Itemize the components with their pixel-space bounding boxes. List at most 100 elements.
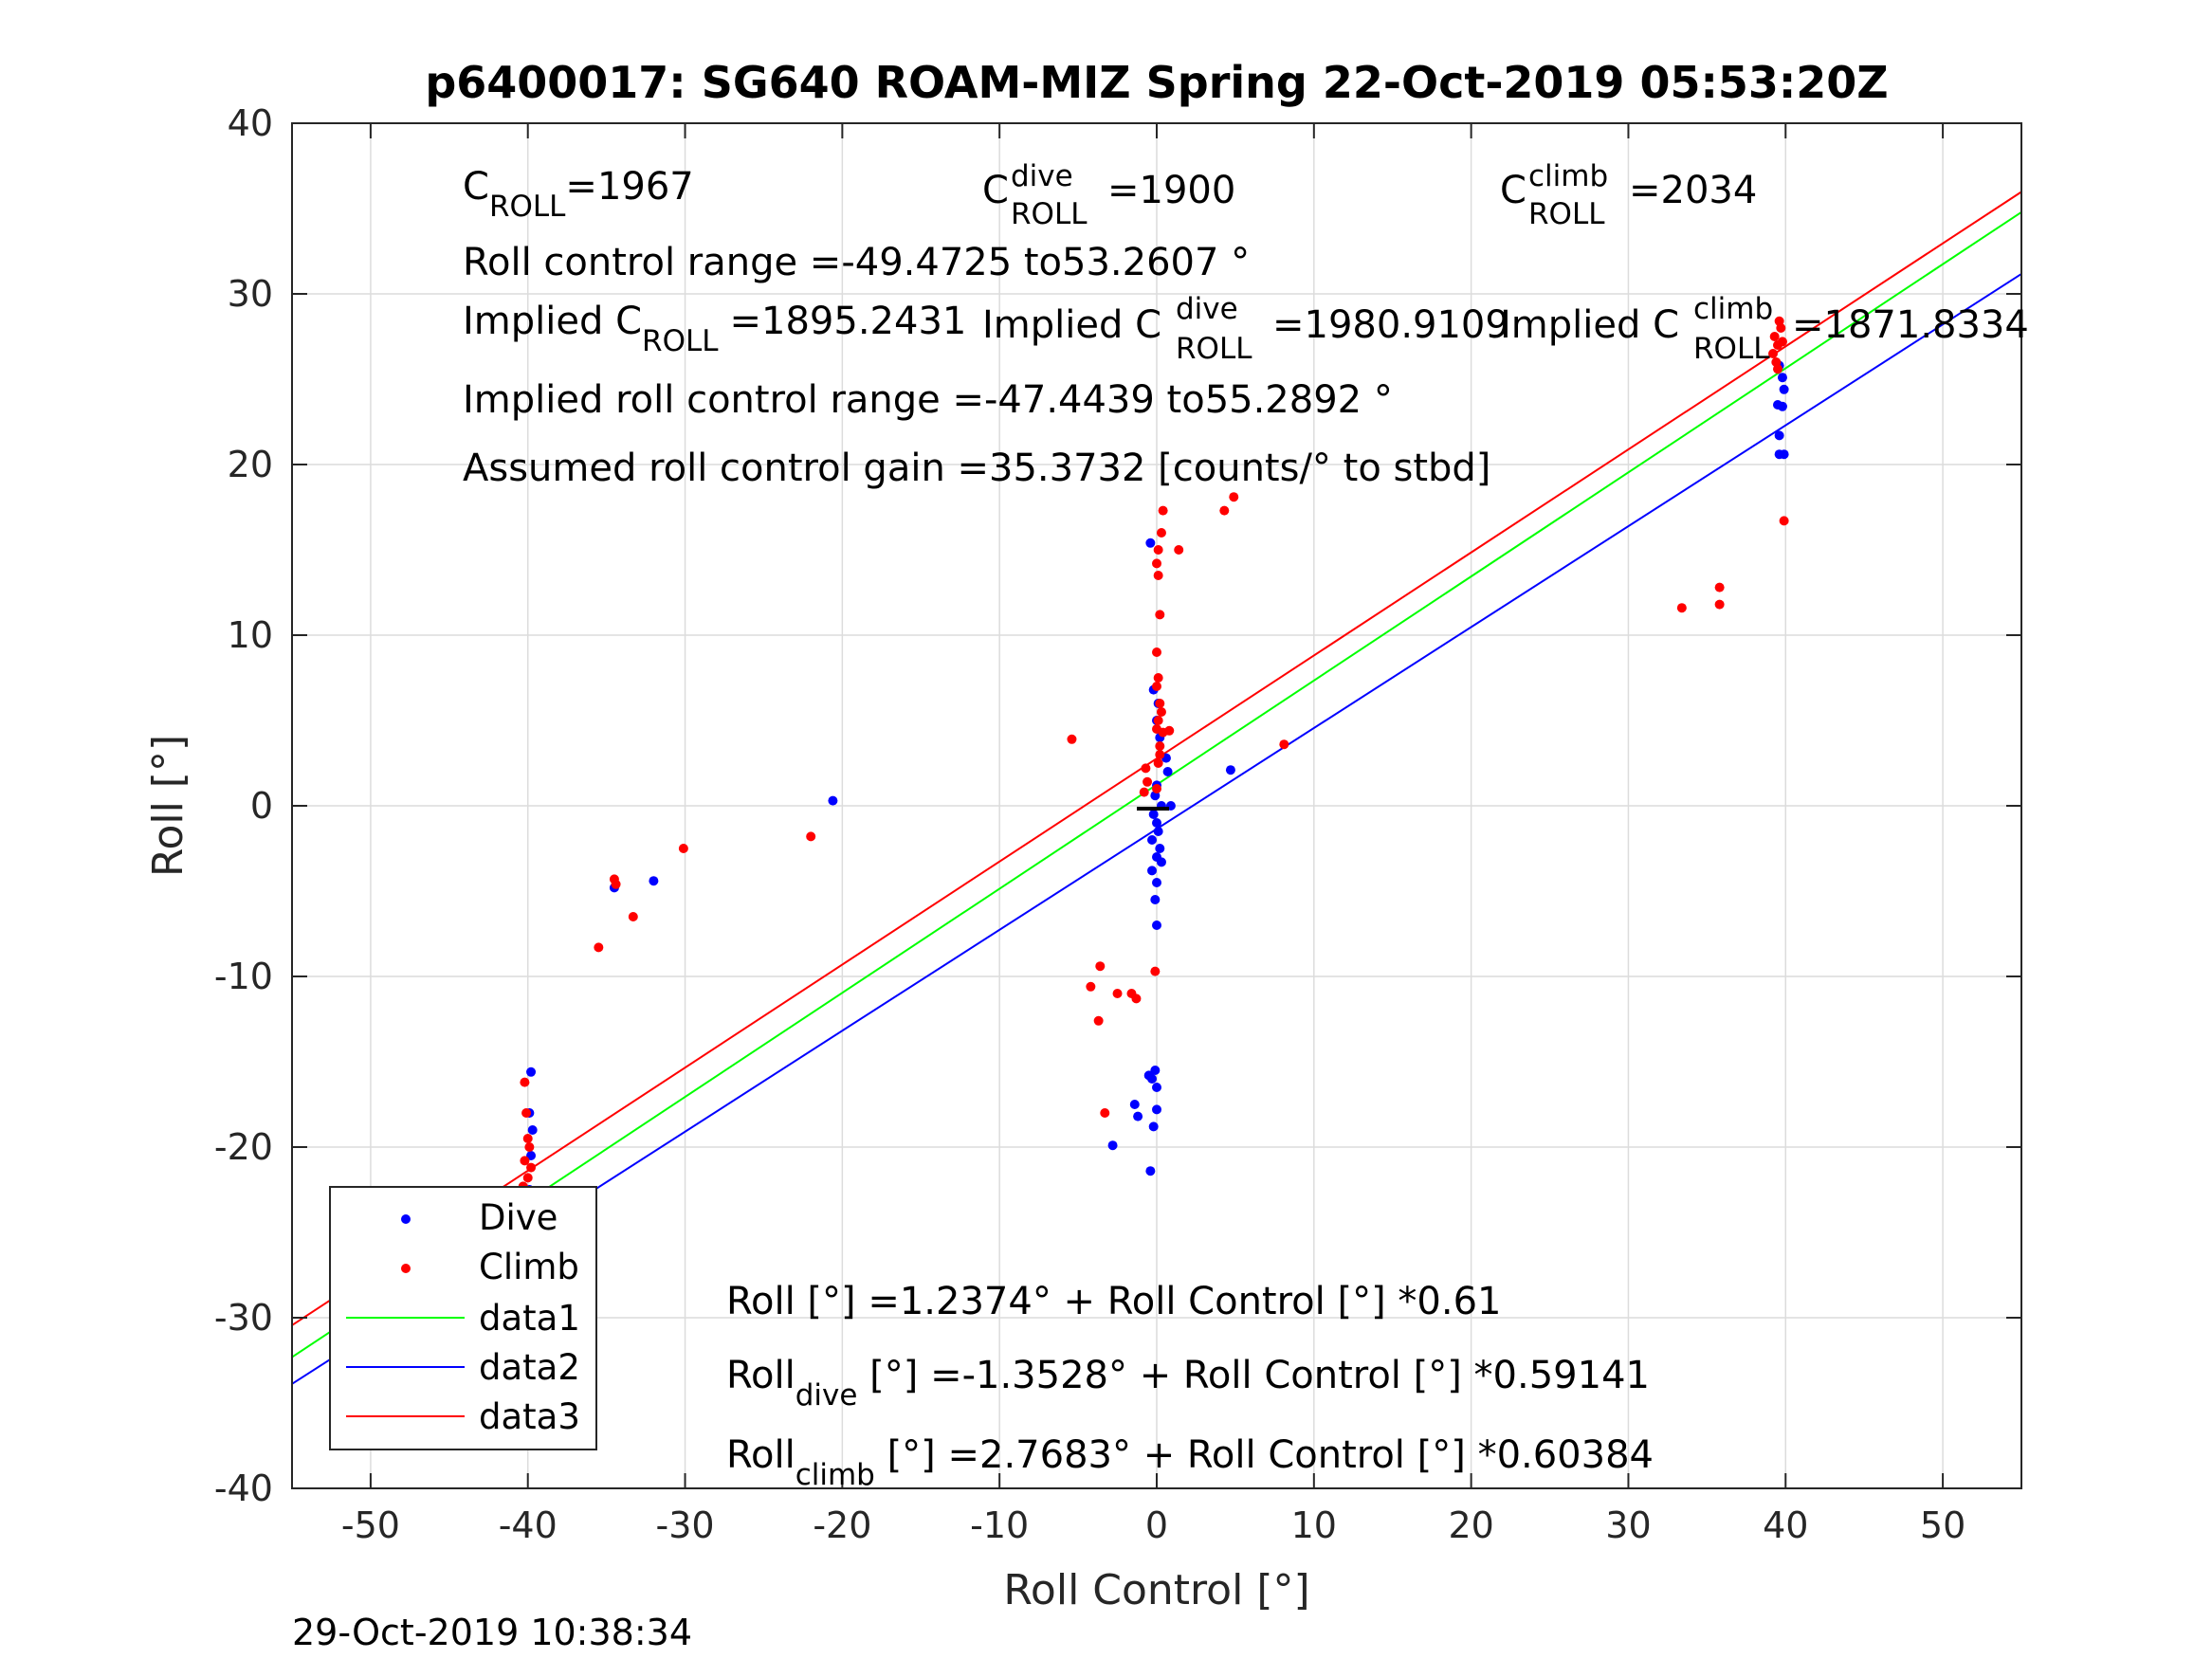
y-tick-label: 10 [228,614,273,656]
climb-point [1714,582,1725,592]
x-tick-label: 0 [1145,1504,1168,1546]
legend: Dive Climb data1 data2 data3 [329,1186,597,1450]
climb-point [1093,1015,1104,1026]
climb-point [1768,349,1779,358]
climb-point [1779,516,1789,526]
legend-label-data1: data1 [479,1298,580,1339]
y-tick-label: -40 [214,1468,273,1509]
dive-point [1777,401,1787,411]
climb-point [628,912,638,921]
x-tick-label: -10 [970,1504,1029,1546]
dive-point [526,1066,537,1077]
climb-point [1067,734,1077,744]
dive-point [1162,767,1173,776]
legend-marker-dive [401,1214,411,1224]
dive-point [1152,878,1161,887]
climb-point [1153,716,1163,725]
timestamp: 29-Oct-2019 10:38:34 [292,1612,692,1653]
climb-point [1714,599,1725,610]
climb-point [1100,1108,1110,1118]
dive-point [1153,827,1163,836]
dive-point [526,1151,537,1160]
dive-point [1148,1121,1159,1132]
chart-title: p6400017: SG640 ROAM-MIZ Spring 22-Oct-2… [425,57,1888,108]
dive-point [828,795,838,806]
climb-point [520,1077,530,1087]
climb-point [1153,571,1163,580]
climb-point [521,1108,532,1118]
dive-point [1225,765,1235,775]
x-axis-label: Roll Control [°] [1003,1566,1309,1614]
dive-point [1150,1066,1161,1075]
x-tick-label: -40 [499,1504,558,1546]
climb-point [1153,545,1163,555]
climb-point [1158,505,1168,516]
dive-point [1777,373,1787,383]
x-tick-label: 10 [1291,1504,1337,1546]
y-tick-label: 40 [228,102,273,144]
climb-point [1279,739,1289,750]
climb-point [1152,558,1161,569]
climb-point [1143,776,1153,787]
climb-point [1164,725,1175,736]
x-tick-label: -50 [341,1504,400,1546]
cclimb-text: C climb ROLL =2034 [1500,152,1757,233]
climb-point [1152,784,1161,793]
climb-point [522,1173,533,1183]
cdive-text: C dive ROLL =1900 [982,152,1235,233]
climb-point [526,1162,537,1173]
fit-line-data3 [291,191,2022,1326]
climb-point [520,1156,530,1166]
climb-point [524,1142,535,1152]
climb-point [1229,492,1239,502]
climb-point [1676,603,1687,613]
dive-point [1145,1166,1156,1176]
climb-point [806,831,816,842]
dive-point [1147,866,1158,876]
legend-label-climb: Climb [479,1247,579,1287]
y-tick-label: -30 [214,1297,273,1339]
climb-point [1774,316,1784,326]
climb-point [1155,750,1165,759]
x-tick-label: -20 [813,1504,871,1546]
implied-cclimb-text: Implied C climb ROLL =1871.8334 [1500,284,2029,368]
climb-point [1150,966,1161,976]
x-tick-label: -30 [656,1504,715,1546]
gain-text: Assumed roll control gain =35.3732 [coun… [463,447,1490,490]
climb-point [1152,682,1161,691]
y-axis-label: Roll [°] [144,735,192,877]
y-tick-label: 20 [228,444,273,485]
climb-point [1174,545,1184,555]
climb-point [1155,699,1165,708]
climb-point [678,844,688,853]
y-tick-label: 0 [250,785,273,827]
dive-point [1774,430,1784,441]
climb-point [1155,741,1165,751]
climb-point [1156,707,1166,717]
dive-point [1150,895,1161,904]
dive-point [649,876,659,886]
dive-point [1156,857,1166,867]
y-tick-label: -10 [214,956,273,997]
dive-point [1152,1083,1161,1092]
dive-point [1779,384,1789,394]
x-tick-label: 50 [1920,1504,1965,1546]
climb-point [1156,528,1166,538]
climb-point [1139,787,1149,797]
roll-range-text: Roll control range =-49.4725 to53.2607 ° [463,241,1250,284]
implied-croll-text: Implied CROLL =1895.2431 [463,300,966,358]
legend-label-data2: data2 [479,1347,580,1388]
dive-point [1152,1104,1161,1115]
climb-point [1152,647,1161,657]
dive-point [1155,844,1165,853]
croll-text: CROLL=1967 [463,165,694,224]
dive-point [1145,538,1156,548]
climb-point [1141,763,1151,774]
x-tick-label: 40 [1763,1504,1808,1546]
dive-point [1152,921,1161,930]
climb-point [594,942,604,953]
dive-point [527,1125,538,1135]
fit-dive-text: Rolldive [°] =-1.3528° + Roll Control [°… [726,1354,1650,1413]
y-tick-label: -20 [214,1126,273,1168]
